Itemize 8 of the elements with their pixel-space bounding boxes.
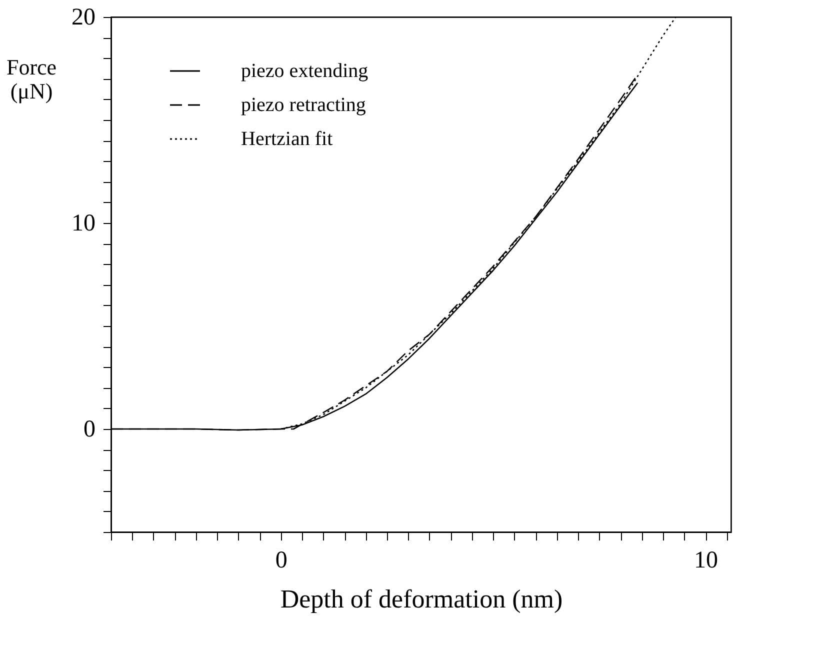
- y-tick-label: 20: [72, 4, 96, 30]
- legend-label: piezo extending: [241, 60, 368, 82]
- y-tick-label: 10: [72, 210, 96, 236]
- x-axis-title: Depth of deformation (nm): [280, 584, 563, 614]
- legend-label: piezo retracting: [241, 94, 366, 116]
- legend-label: Hertzian fit: [241, 128, 334, 150]
- y-tick-label: 0: [84, 416, 96, 442]
- y-axis-title: Force (μN): [6, 54, 57, 104]
